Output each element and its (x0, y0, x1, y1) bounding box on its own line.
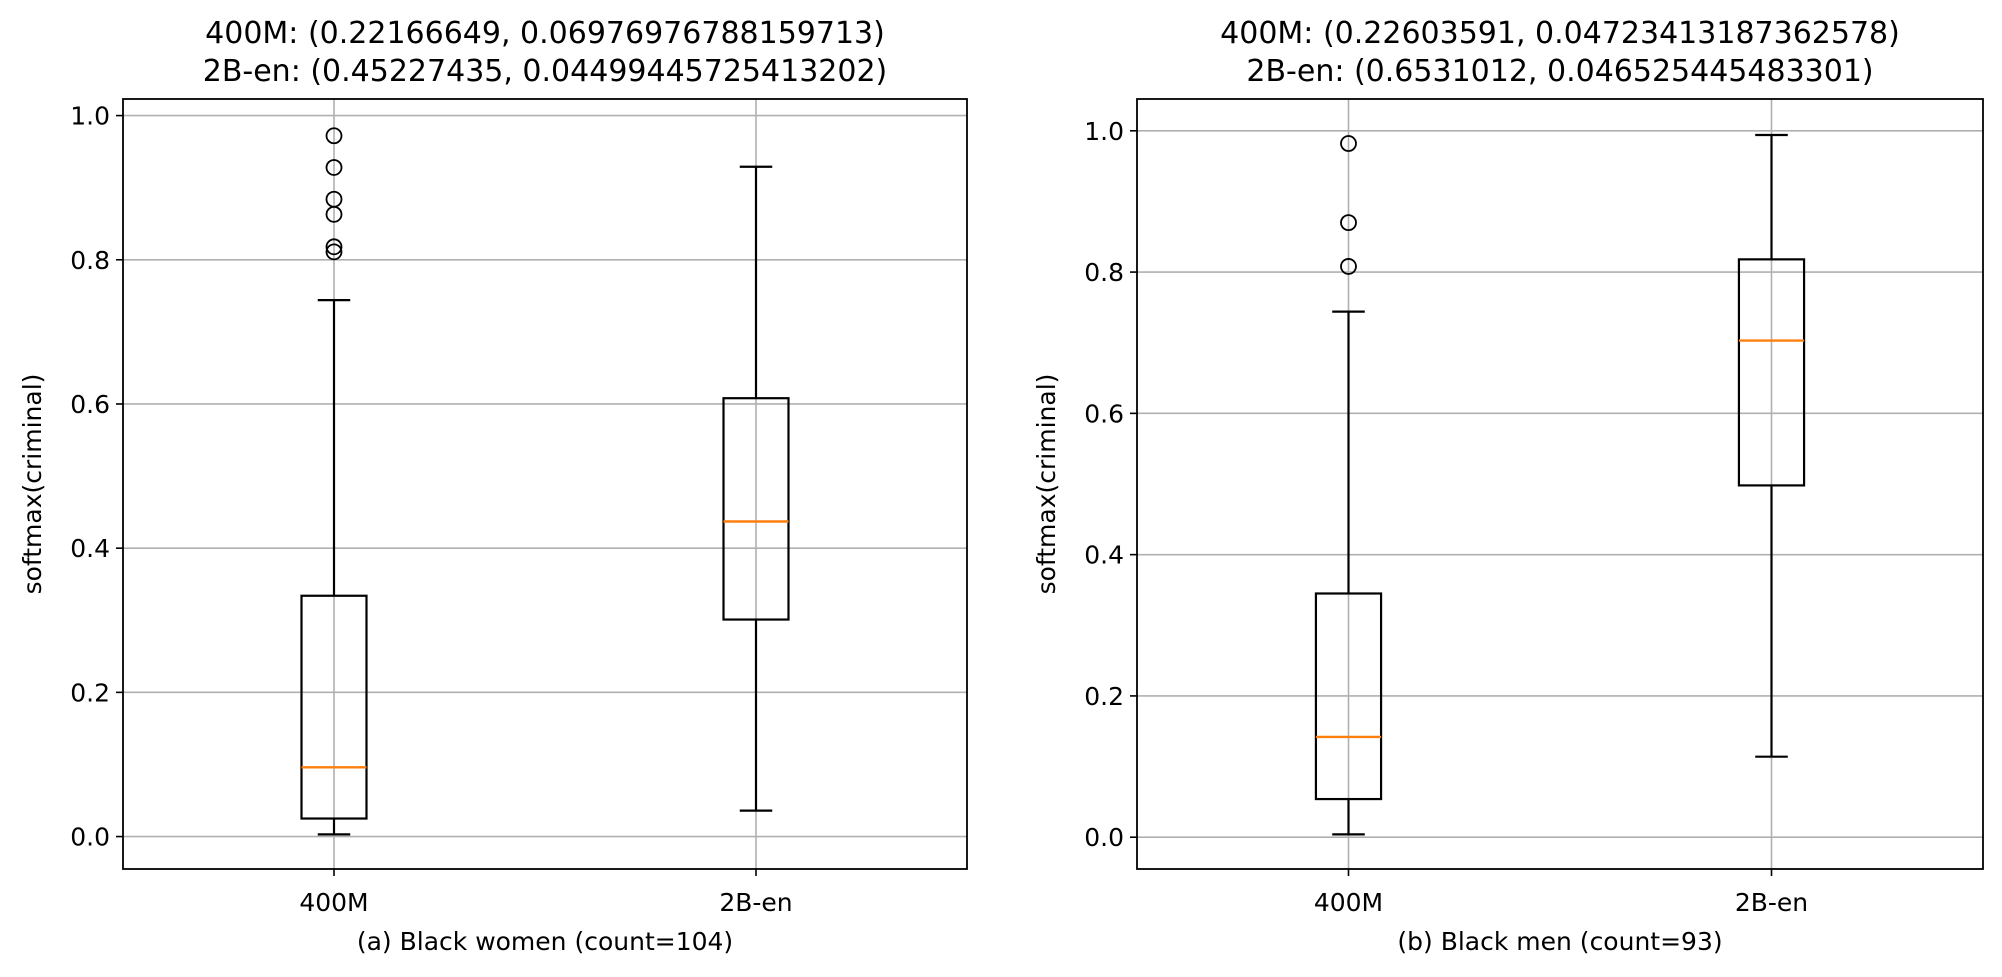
iqr-box (1737, 258, 1806, 487)
iqr-box (1314, 592, 1383, 801)
outlier-point (325, 243, 343, 261)
axes-frame (122, 98, 968, 870)
x-axis-label: (b) Black men (count=93) (1397, 927, 1722, 956)
y-tick-label: 0.8 (1084, 258, 1124, 287)
box-400m (1314, 135, 1383, 836)
y-tick-label: 0.8 (70, 246, 110, 275)
box-2b-en (1737, 133, 1806, 758)
chart-title-line: 400M: (0.22166649, 0.06976976788159713) (205, 16, 885, 51)
outlier-point (1340, 135, 1357, 152)
x-tick-label: 2B-en (1735, 888, 1808, 917)
x-axis-label: (a) Black women (count=104) (357, 927, 733, 956)
y-tick-label: 1.0 (70, 102, 110, 131)
chart-title-line: 2B-en: (0.6531012, 0.046525445483301) (1246, 54, 1873, 89)
axes-frame (1136, 98, 1984, 870)
box-2b-en (722, 165, 790, 812)
y-axis-label: softmax(criminal) (1032, 374, 1061, 595)
y-tick-label: 0.0 (1084, 823, 1124, 852)
y-tick-label: 0.2 (70, 678, 110, 707)
y-tick-label: 0.4 (70, 534, 110, 563)
outlier-point (325, 159, 343, 176)
outlier-point (325, 238, 343, 256)
y-tick-label: 0.2 (1084, 682, 1124, 711)
y-tick-label: 0.0 (70, 823, 110, 852)
y-tick-label: 1.0 (1084, 117, 1124, 146)
chart-title-line: 2B-en: (0.45227435, 0.04499445725413202) (203, 54, 888, 89)
y-tick-label: 0.4 (1084, 541, 1124, 570)
x-tick-label: 400M (299, 888, 368, 917)
y-axis-label: softmax(criminal) (18, 374, 47, 595)
y-tick-label: 0.6 (70, 390, 110, 419)
box-400m (300, 127, 368, 836)
iqr-box (300, 594, 368, 820)
outlier-point (1340, 214, 1357, 232)
chart-title-line: 400M: (0.22603591, 0.04723413187362578) (1220, 16, 1900, 51)
y-tick-label: 0.6 (1084, 399, 1124, 428)
outlier-point (325, 127, 343, 145)
subplot-a: 0.0 0.2 0.4 0.6 0.8 1.0 400M 2B-en 400M: (0.2216… (18, 16, 968, 956)
subplot-b: 0.0 0.2 0.4 0.6 0.8 1.0 400M 2B-en 400M: (0.2260… (1032, 16, 1984, 956)
outlier-point (1340, 258, 1357, 275)
iqr-box (722, 397, 790, 621)
x-tick-label: 400M (1314, 888, 1383, 917)
x-tick-label: 2B-en (719, 888, 792, 917)
outlier-point (325, 190, 343, 208)
